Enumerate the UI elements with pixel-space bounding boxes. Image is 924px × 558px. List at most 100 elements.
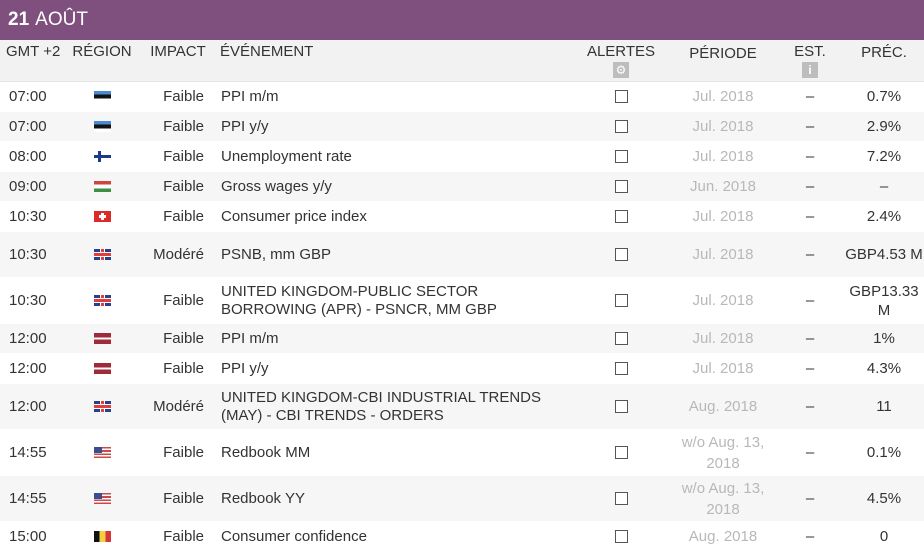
event-impact: Faible — [163, 360, 204, 377]
event-name[interactable]: Consumer price index — [221, 207, 367, 225]
event-name[interactable]: Gross wages y/y — [221, 177, 332, 195]
table-row[interactable]: 12:00 Faible PPI y/y Jul. 2018 – 4.3% — [0, 354, 924, 384]
event-estimate: – — [778, 398, 842, 415]
event-time: 12:00 — [9, 360, 47, 377]
event-name[interactable]: PPI m/m — [221, 87, 279, 105]
event-impact: Faible — [163, 444, 204, 461]
event-previous: 0 — [879, 528, 889, 545]
alert-checkbox[interactable] — [614, 120, 628, 133]
alert-checkbox[interactable] — [614, 150, 628, 163]
event-period: w/o Aug. 13, 2018 — [681, 479, 765, 518]
event-estimate: – — [778, 490, 842, 507]
table-row[interactable]: 12:00 Faible PPI m/m Jul. 2018 – 1% — [0, 324, 924, 354]
event-period: Jul. 2018 — [692, 292, 754, 309]
alert-checkbox[interactable] — [614, 446, 628, 459]
alert-checkbox[interactable] — [614, 248, 628, 261]
event-time: 07:00 — [9, 88, 47, 105]
event-period: w/o Aug. 13, 2018 — [681, 433, 765, 472]
col-est: EST. i — [778, 40, 842, 81]
event-estimate: – — [778, 444, 842, 461]
event-time: 07:00 — [9, 118, 47, 135]
flag-icon — [93, 401, 111, 412]
event-impact: Faible — [163, 330, 204, 347]
event-previous: 4.3% — [866, 360, 902, 377]
col-event[interactable]: ÉVÉNEMENT — [220, 43, 314, 60]
alert-cell — [574, 446, 668, 459]
alert-checkbox[interactable] — [614, 362, 628, 375]
region-flag — [66, 295, 138, 306]
date-month: AOÛT — [35, 9, 88, 30]
event-previous: 7.2% — [866, 148, 902, 165]
event-name[interactable]: PSNB, mm GBP — [221, 245, 332, 263]
flag-icon — [93, 493, 111, 504]
event-estimate: – — [778, 118, 842, 135]
event-impact: Faible — [163, 148, 204, 165]
flag-icon — [93, 151, 111, 162]
event-time: 12:00 — [9, 330, 47, 347]
estimate-value: – — [805, 444, 815, 461]
region-flag — [66, 531, 138, 542]
alert-checkbox[interactable] — [614, 180, 628, 193]
estimate-value: – — [805, 528, 815, 545]
event-impact: Faible — [163, 490, 204, 507]
estimate-value: – — [805, 208, 815, 225]
event-name[interactable]: UNITED KINGDOM-CBI INDUSTRIAL TRENDS (MA… — [221, 388, 542, 424]
event-name[interactable]: Redbook YY — [221, 489, 305, 507]
event-period: Jul. 2018 — [692, 246, 754, 263]
table-row[interactable]: 14:55 Faible Redbook YY w/o Aug. 13, 2018 – 4… — [0, 476, 924, 522]
table-row[interactable]: 07:00 Faible PPI m/m Jul. 2018 – 0.7% — [0, 82, 924, 112]
flag-icon — [93, 447, 111, 458]
table-row[interactable]: 10:30 Modéré PSNB, mm GBP Jul. 2018 – GBP4.53… — [0, 232, 924, 278]
alert-checkbox[interactable] — [614, 294, 628, 307]
alert-cell — [574, 530, 668, 543]
alert-checkbox[interactable] — [614, 210, 628, 223]
col-prev[interactable]: PRÉC. — [861, 44, 907, 61]
table-row[interactable]: 15:00 Faible Consumer confidence Aug. 2018 –… — [0, 522, 924, 552]
table-row[interactable]: 09:00 Faible Gross wages y/y Jun. 2018 – – — [0, 172, 924, 202]
flag-icon — [93, 91, 111, 102]
col-impact[interactable]: IMPACT — [150, 43, 206, 60]
table-header: GMT +2 RÉGION IMPACT ÉVÉNEMENT ALERTES ⚙… — [0, 40, 924, 82]
table-row[interactable]: 08:00 Faible Unemployment rate Jul. 2018 – 7.… — [0, 142, 924, 172]
region-flag — [66, 249, 138, 260]
alert-cell — [574, 90, 668, 103]
estimate-value: – — [805, 88, 815, 105]
region-flag — [66, 91, 138, 102]
estimate-value: – — [805, 360, 815, 377]
alert-checkbox[interactable] — [614, 400, 628, 413]
info-icon[interactable]: i — [802, 62, 818, 78]
event-name[interactable]: PPI y/y — [221, 117, 269, 135]
alert-checkbox[interactable] — [614, 492, 628, 505]
event-time: 15:00 — [9, 528, 47, 545]
event-name[interactable]: Redbook MM — [221, 443, 311, 461]
event-period: Aug. 2018 — [688, 398, 758, 415]
event-previous: 0.7% — [866, 88, 902, 105]
event-name[interactable]: PPI y/y — [221, 359, 269, 377]
event-name[interactable]: UNITED KINGDOM-PUBLIC SECTOR BORROWING (… — [221, 282, 497, 318]
event-name[interactable]: PPI m/m — [221, 329, 279, 347]
col-time[interactable]: GMT +2 — [6, 43, 61, 60]
table-row[interactable]: 14:55 Faible Redbook MM w/o Aug. 13, 2018 – 0… — [0, 430, 924, 476]
event-name[interactable]: Consumer confidence — [221, 527, 367, 545]
col-region[interactable]: RÉGION — [72, 43, 132, 60]
table-row[interactable]: 07:00 Faible PPI y/y Jul. 2018 – 2.9% — [0, 112, 924, 142]
estimate-value: – — [805, 148, 815, 165]
estimate-value: – — [805, 118, 815, 135]
table-row[interactable]: 12:00 Modéré UNITED KINGDOM-CBI INDUSTRIAL… — [0, 384, 924, 430]
col-period[interactable]: PÉRIODE — [689, 45, 757, 62]
col-est-label: EST. — [794, 43, 826, 60]
flag-icon — [93, 249, 111, 260]
alert-cell — [574, 180, 668, 193]
alert-cell — [574, 120, 668, 133]
alert-checkbox[interactable] — [614, 332, 628, 345]
event-previous: – — [879, 178, 889, 195]
region-flag — [66, 151, 138, 162]
gear-icon[interactable]: ⚙ — [613, 62, 629, 78]
table-row[interactable]: 10:30 Faible UNITED KINGDOM-PUBLIC SECTOR … — [0, 278, 924, 324]
table-row[interactable]: 10:30 Faible Consumer price index Jul. 2018… — [0, 202, 924, 232]
event-name[interactable]: Unemployment rate — [221, 147, 352, 165]
event-estimate: – — [778, 528, 842, 545]
alert-checkbox[interactable] — [614, 90, 628, 103]
event-period: Jul. 2018 — [692, 208, 754, 225]
alert-checkbox[interactable] — [614, 530, 628, 543]
